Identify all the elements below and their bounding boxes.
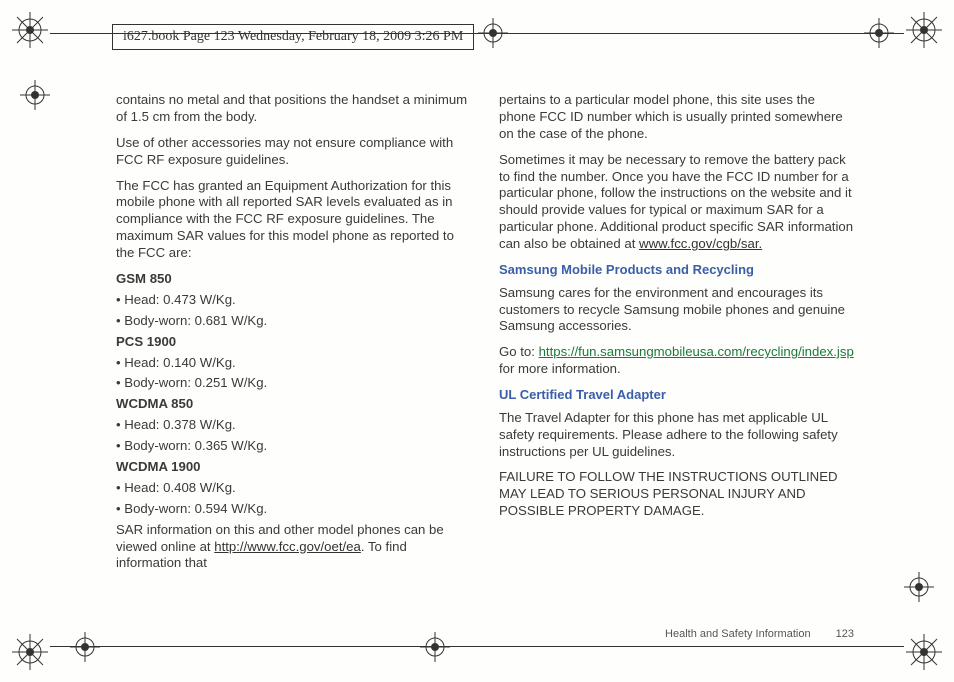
band-heading: PCS 1900 <box>116 334 471 351</box>
fcc-oet-link[interactable]: http://www.fcc.gov/oet/ea <box>214 539 361 554</box>
body-text: contains no metal and that positions the… <box>116 92 471 126</box>
body-text: The Travel Adapter for this phone has me… <box>499 410 854 461</box>
sar-value: • Head: 0.378 W/Kg. <box>116 417 471 434</box>
crop-target-icon <box>420 632 450 662</box>
crop-target-icon <box>904 572 934 602</box>
crop-target-icon <box>20 80 50 110</box>
section-heading-ul-adapter: UL Certified Travel Adapter <box>499 387 854 404</box>
footer-section-name: Health and Safety Information <box>665 628 811 640</box>
body-text: pertains to a particular model phone, th… <box>499 92 854 143</box>
fcc-sar-link[interactable]: www.fcc.gov/cgb/sar. <box>639 236 762 251</box>
left-column: contains no metal and that positions the… <box>116 92 471 581</box>
samsung-recycling-link[interactable]: https://fun.samsungmobileusa.com/recycli… <box>539 344 854 359</box>
section-heading-recycling: Samsung Mobile Products and Recycling <box>499 262 854 279</box>
sar-value: • Body-worn: 0.681 W/Kg. <box>116 313 471 330</box>
body-text: SAR information on this and other model … <box>116 522 471 573</box>
running-head: i627.book Page 123 Wednesday, February 1… <box>112 24 474 50</box>
crop-target-icon <box>70 632 100 662</box>
registration-mark-icon <box>906 12 942 48</box>
sar-value: • Body-worn: 0.365 W/Kg. <box>116 438 471 455</box>
registration-mark-icon <box>12 12 48 48</box>
text-run: Go to: <box>499 344 539 359</box>
crop-line <box>50 646 904 647</box>
page-number: 123 <box>836 628 854 640</box>
page-content: contains no metal and that positions the… <box>116 92 854 581</box>
band-heading: WCDMA 1900 <box>116 459 471 476</box>
band-heading: WCDMA 850 <box>116 396 471 413</box>
body-text: The FCC has granted an Equipment Authori… <box>116 178 471 262</box>
page-footer: Health and Safety Information 123 <box>665 628 854 640</box>
body-text: Sometimes it may be necessary to remove … <box>499 152 854 253</box>
body-text: Samsung cares for the environment and en… <box>499 285 854 336</box>
sar-value: • Head: 0.140 W/Kg. <box>116 355 471 372</box>
sar-value: • Body-worn: 0.251 W/Kg. <box>116 375 471 392</box>
right-column: pertains to a particular model phone, th… <box>499 92 854 581</box>
body-text: Go to: https://fun.samsungmobileusa.com/… <box>499 344 854 378</box>
text-run: for more information. <box>499 361 621 376</box>
body-text: Use of other accessories may not ensure … <box>116 135 471 169</box>
sar-value: • Head: 0.408 W/Kg. <box>116 480 471 497</box>
body-text: FAILURE TO FOLLOW THE INSTRUCTIONS OUTLI… <box>499 469 854 520</box>
registration-mark-icon <box>12 634 48 670</box>
sar-value: • Head: 0.473 W/Kg. <box>116 292 471 309</box>
sar-value: • Body-worn: 0.594 W/Kg. <box>116 501 471 518</box>
registration-mark-icon <box>906 634 942 670</box>
band-heading: GSM 850 <box>116 271 471 288</box>
